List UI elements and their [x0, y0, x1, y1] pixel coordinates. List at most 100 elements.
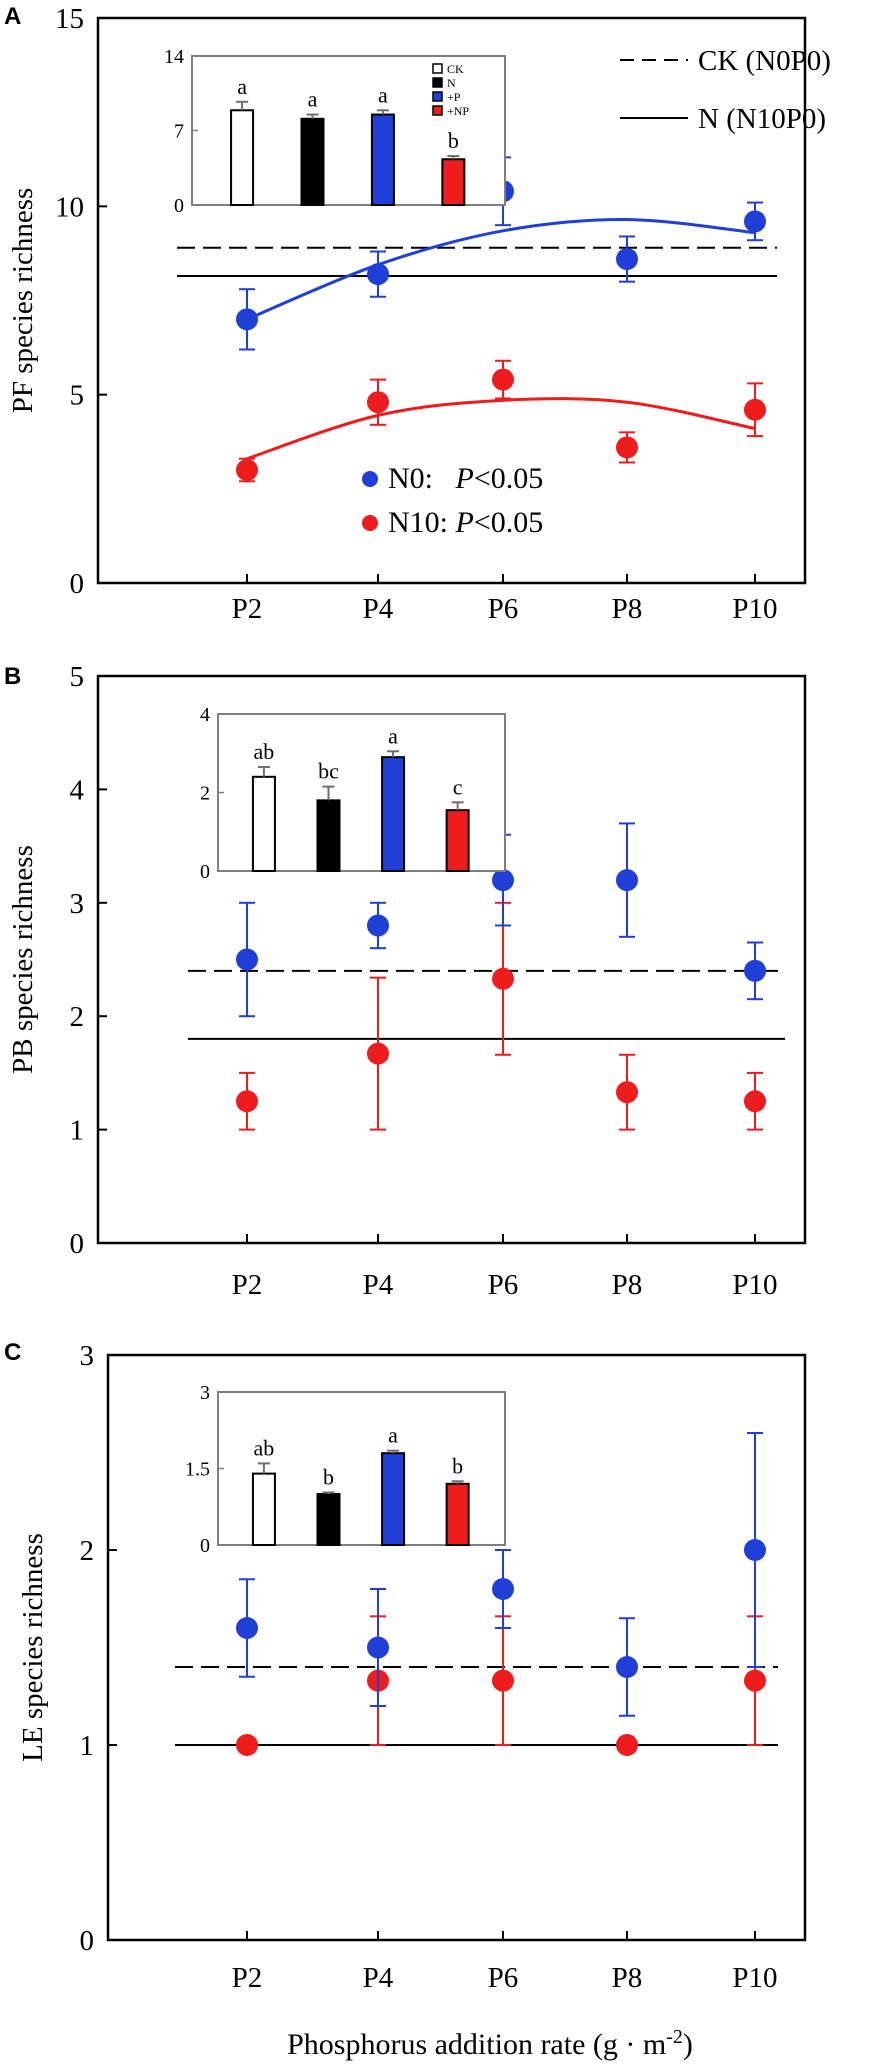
inset-legend-label: +P	[447, 90, 461, 104]
inset-legend-swatch	[432, 77, 443, 88]
inset-significance-letter: ab	[254, 739, 275, 764]
point-n0	[236, 948, 258, 971]
x-tick-label: P10	[732, 1269, 777, 1301]
point-n10	[367, 1042, 389, 1065]
point-n0	[367, 263, 389, 286]
x-tick-label: P6	[488, 1962, 519, 1994]
inset-significance-letter: b	[323, 1464, 334, 1489]
y-tick-label: 2	[70, 1001, 85, 1033]
inset-significance-letter: a	[388, 723, 398, 748]
panel-letter: B	[4, 663, 21, 690]
inset-significance-letter: b	[448, 128, 459, 153]
y-tick-label: 2	[80, 1535, 95, 1567]
inset-bar-chart: 0 7 14 a a a b CKN+P+NP	[164, 46, 506, 217]
inset-significance-letter: a	[237, 74, 247, 99]
x-tick-label: P2	[232, 1269, 263, 1301]
inset-y-tick-label: 7	[174, 121, 184, 143]
inset-significance-letter: b	[452, 1453, 463, 1478]
x-tick-label: P10	[732, 593, 777, 625]
x-tick-label: P4	[363, 1962, 394, 1994]
point-n0	[367, 914, 389, 937]
inset-significance-letter: ab	[254, 1435, 275, 1460]
inset-bar-plus-p	[381, 756, 406, 872]
point-n0	[616, 248, 638, 271]
inset-legend-label: +NP	[447, 104, 469, 118]
inset-bar-ck	[230, 109, 255, 206]
fit-curve-n10	[246, 397, 756, 461]
point-n10	[492, 1669, 514, 1692]
x-tick-label: P8	[612, 1962, 643, 1994]
inset-y-tick-label: 0	[200, 1535, 210, 1557]
inset-legend-swatch	[432, 63, 443, 74]
x-tick-label: P6	[488, 593, 519, 625]
fit-curve-n0	[246, 218, 756, 321]
annotation-marker	[362, 471, 378, 487]
plot-frame	[96, 674, 807, 1245]
point-n0	[492, 869, 514, 892]
inset-bar-plus-p	[381, 1452, 406, 1546]
significance-label: N10: P<0.05	[388, 506, 543, 539]
inset-bar-n	[316, 799, 341, 872]
inset-y-tick-label: 14	[164, 46, 184, 68]
inset-y-tick-label: 3	[200, 1382, 210, 1404]
y-axis-title: PB species richness	[7, 845, 39, 1074]
point-n10	[744, 1669, 766, 1692]
y-tick-label: 3	[80, 1340, 95, 1372]
legend-label: CK (N0P0)	[698, 45, 831, 77]
x-axis-title: Phosphorus addition rate (g · m-2)	[287, 2026, 693, 2061]
y-tick-label: 10	[55, 191, 84, 223]
inset-legend-swatch	[432, 91, 443, 102]
inset-significance-letter: c	[453, 774, 463, 799]
inset-y-tick-label: 2	[200, 783, 210, 805]
inset-legend-swatch	[432, 105, 443, 116]
x-tick-label: P6	[488, 1269, 519, 1301]
y-tick-label: 0	[70, 568, 85, 600]
inset-bar-plus-np	[445, 809, 470, 872]
legend-label: N (N10P0)	[698, 103, 826, 135]
point-n10	[236, 1734, 258, 1756]
inset-legend-label: CK	[447, 62, 464, 76]
panel-a: A 0 5 10 15 P2 P4 P6 P8 P10 PF species richness CK …	[4, 3, 831, 625]
y-tick-label: 0	[80, 1925, 95, 1957]
panel-letter: A	[4, 3, 21, 30]
point-n0	[744, 1539, 766, 1561]
point-n0	[616, 869, 638, 892]
point-n0	[616, 1656, 638, 1678]
y-tick-label: 5	[70, 661, 85, 693]
inset-bar-n	[300, 117, 325, 206]
point-n10	[236, 459, 258, 481]
panel-b: B 0 1 2 3 4 5 P2 P4 P6 P8 P10 PB species richness 0 2 4…	[4, 661, 807, 1301]
point-n10	[616, 1734, 638, 1756]
y-tick-label: 0	[70, 1228, 85, 1260]
y-axis-title: LE species richness	[17, 1533, 49, 1762]
x-tick-label: P2	[232, 593, 263, 625]
inset-y-tick-label: 0	[200, 861, 210, 883]
y-tick-label: 15	[55, 3, 84, 35]
inset-bar-plus-np	[441, 158, 466, 207]
panel-c: C 0 1 2 3 P2 P4 P6 P8 P10 LE species richness 0 1.5 3…	[4, 1339, 807, 1994]
y-tick-label: 5	[70, 380, 85, 412]
x-tick-label: P4	[363, 1269, 394, 1301]
y-tick-label: 3	[70, 888, 85, 920]
point-n10	[367, 391, 389, 414]
y-tick-label: 1	[70, 1115, 85, 1147]
point-n10	[744, 398, 766, 421]
inset-legend-label: N	[447, 76, 456, 90]
plot-frame	[96, 16, 807, 585]
inset-y-tick-label: 0	[174, 195, 184, 217]
inset-significance-letter: bc	[318, 759, 339, 784]
panel-letter: C	[4, 1339, 21, 1366]
point-n10	[744, 1090, 766, 1113]
point-n0	[492, 1578, 514, 1600]
inset-bar-chart: 0 2 4 ab bc a c	[200, 704, 506, 883]
y-tick-label: 4	[70, 774, 85, 806]
point-n10	[616, 436, 638, 459]
inset-y-tick-label: 1.5	[185, 1459, 210, 1481]
point-n0	[744, 959, 766, 982]
inset-bar-plus-p	[370, 113, 395, 206]
annotation-marker	[362, 515, 378, 531]
point-n10	[492, 967, 514, 990]
x-tick-label: P8	[612, 1269, 643, 1301]
